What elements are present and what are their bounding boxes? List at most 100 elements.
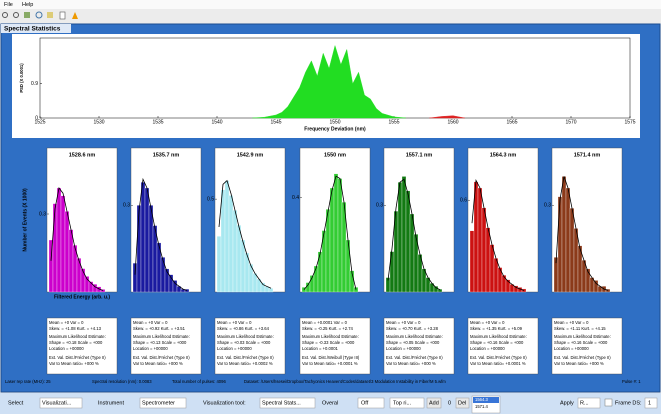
- stats-line: Ext. Val. Dist./Fréchet (Type II): [133, 355, 190, 360]
- pan-icon[interactable]: [24, 12, 30, 18]
- histogram-bar: [313, 265, 319, 293]
- histogram-bar: [60, 195, 66, 293]
- zoom-out-icon[interactable]: [13, 12, 19, 18]
- dropdown-text: R...: [580, 400, 589, 406]
- status-text: Total number of pulses: 4096: [172, 379, 226, 384]
- histogram-title: 1571.4 nm: [574, 152, 601, 158]
- y-tick-label: 0.5: [207, 196, 214, 202]
- stats-line: Location = +00000: [217, 346, 252, 351]
- stats-line: Location = +00000: [386, 346, 421, 351]
- x-tick-label: 1535: [152, 119, 163, 125]
- page-icon[interactable]: [59, 11, 66, 20]
- histogram-bar: [240, 239, 246, 293]
- arrow-icon[interactable]: [72, 12, 78, 19]
- menu-item[interactable]: Help: [22, 2, 33, 8]
- histogram-bar: [52, 203, 58, 293]
- stats-box: [383, 317, 455, 375]
- stats-box: [467, 317, 539, 375]
- histogram-bar: [409, 213, 415, 293]
- list-item[interactable]: 1571.4: [475, 404, 488, 409]
- menu-item[interactable]: File: [4, 2, 13, 8]
- status-line: Laser rep rate (MHz): 25 Spectral resolu…: [5, 379, 641, 384]
- dropdown[interactable]: [577, 397, 601, 409]
- histogram-title: 1564.3 nm: [490, 152, 517, 158]
- histogram-bar: [252, 273, 258, 293]
- stats-line: Shape = +0.03 Scale = +000: [217, 340, 271, 345]
- stats-line: Shape = +0.13 Scale = +000: [133, 340, 187, 345]
- histogram-bar: [76, 258, 82, 293]
- histogram-title: 1557.1 nm: [406, 152, 433, 158]
- histogram-title: 1550 nm: [324, 152, 346, 158]
- y-axis-label: Number of Events (X 1000): [22, 188, 28, 252]
- stats-line: Mean = +0 Var = 0: [49, 320, 84, 325]
- stats-line: Ext. Val. Dist./Fréchet (Type II): [470, 355, 527, 360]
- histogram-title: 1542.9 nm: [237, 152, 264, 158]
- histogram-bar: [501, 275, 507, 293]
- zoom-in-icon[interactable]: [2, 12, 8, 18]
- stats-line: Mean = +0 Var = 0: [133, 320, 168, 325]
- stats-line: Maximum Likelihood Estimate:: [217, 334, 274, 339]
- spectrum-area: [252, 44, 406, 119]
- rotate-icon[interactable]: [35, 11, 43, 19]
- histogram-title: 1535.7 nm: [153, 152, 180, 158]
- label: Select: [8, 400, 24, 406]
- stats-line: Skew. = +0.92 Kurt. = +3.51: [133, 326, 186, 331]
- stats-line: Skew. = +1.35 Kurt. = +5.09: [470, 326, 523, 331]
- button-text[interactable]: Apply: [560, 400, 574, 406]
- spectrum-area: [429, 115, 465, 119]
- stats-line: Mean = +0 Var = 0: [470, 320, 505, 325]
- y-axis-label: PSD (X 0.0001): [19, 63, 24, 93]
- histogram-bar: [132, 262, 138, 293]
- histogram-bar: [228, 195, 234, 293]
- list-selection: [473, 397, 499, 403]
- stats-line: Mean = +0.0001 Var = 0: [302, 320, 348, 325]
- histogram-bar: [469, 230, 475, 293]
- x-tick-label: 1560: [447, 119, 458, 125]
- histogram-bar: [605, 288, 611, 293]
- stats-line: Ext. Val. Dist./Fréchet (Type II): [49, 355, 106, 360]
- histogram-bar: [136, 205, 142, 293]
- stats-line: Shape = +0.16 Scale = +000: [554, 340, 608, 345]
- stats-line: Shape = +0.16 Scale = +000: [470, 340, 524, 345]
- panel-title-bg: [1, 24, 71, 33]
- histogram-bar: [325, 209, 331, 293]
- checkbox[interactable]: [604, 398, 613, 407]
- status-text: Dataset: /Users/hsesei/Dropbox/Tachyonic…: [244, 379, 446, 384]
- stats-line: Location = +00000: [554, 346, 589, 351]
- histogram-bar: [144, 187, 150, 293]
- histogram-bar: [521, 288, 527, 293]
- histogram-bar: [561, 176, 567, 293]
- dropdown[interactable]: [259, 397, 316, 409]
- dropdown[interactable]: [357, 397, 385, 409]
- stats-line: Var to Mean ratio= +000 %: [386, 361, 436, 366]
- label: Overal: [322, 400, 338, 406]
- dropdown[interactable]: [39, 397, 83, 409]
- x-tick-label: 1545: [270, 119, 281, 125]
- histogram-bar: [80, 268, 86, 293]
- x-tick-label: 1565: [506, 119, 517, 125]
- x-axis-label: Filtered Energy (arb. u.): [54, 294, 110, 300]
- input[interactable]: [644, 397, 658, 409]
- dropdown[interactable]: [389, 397, 425, 409]
- histogram-bar: [437, 288, 443, 293]
- datatip-icon[interactable]: [47, 12, 53, 18]
- button[interactable]: [426, 397, 442, 409]
- histogram-bar: [485, 227, 491, 293]
- fit-curve: [50, 187, 104, 291]
- stats-line: Var to Mean ratio= +000 %: [133, 361, 183, 366]
- stats-line: Maximum Likelihood Estimate:: [386, 334, 443, 339]
- dropdown[interactable]: [139, 397, 187, 409]
- status-text: Laser rep rate (MHz): 25: [5, 379, 51, 384]
- x-tick-label: 1570: [565, 119, 576, 125]
- list-item[interactable]: 1564.3: [475, 397, 488, 402]
- dropdown-text: Spectral Stats...: [262, 400, 301, 406]
- button[interactable]: [455, 397, 470, 409]
- stats-box: [46, 317, 118, 375]
- histogram-bar: [573, 228, 579, 293]
- y-tick-label: 0.4: [292, 195, 299, 201]
- histogram-bar: [140, 182, 146, 293]
- menu-bar: [0, 0, 661, 9]
- charts: 1525 1530 1535 1540 1545 1550 1555 1560 1565 1570…: [19, 37, 636, 375]
- histogram-bar: [172, 280, 178, 293]
